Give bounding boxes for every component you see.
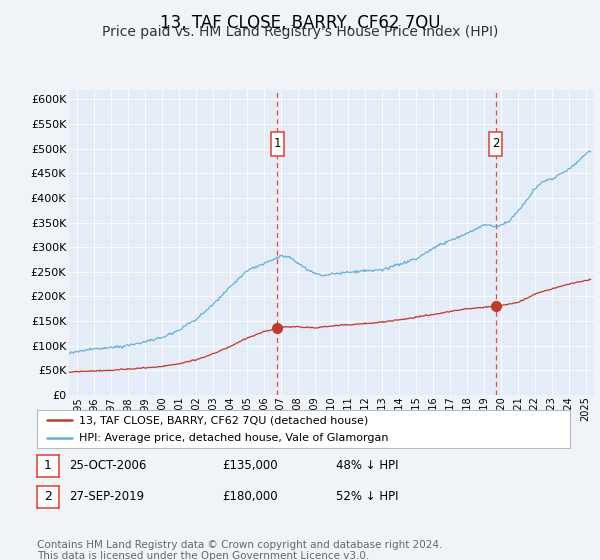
Text: 52% ↓ HPI: 52% ↓ HPI — [336, 490, 398, 503]
Text: 2: 2 — [44, 490, 52, 503]
Text: 25-OCT-2006: 25-OCT-2006 — [69, 459, 146, 473]
Text: 48% ↓ HPI: 48% ↓ HPI — [336, 459, 398, 473]
Text: 13, TAF CLOSE, BARRY, CF62 7QU: 13, TAF CLOSE, BARRY, CF62 7QU — [160, 14, 440, 32]
Text: £180,000: £180,000 — [222, 490, 278, 503]
Text: £135,000: £135,000 — [222, 459, 278, 473]
Text: Price paid vs. HM Land Registry's House Price Index (HPI): Price paid vs. HM Land Registry's House … — [102, 25, 498, 39]
FancyBboxPatch shape — [271, 132, 284, 156]
Text: 27-SEP-2019: 27-SEP-2019 — [69, 490, 144, 503]
FancyBboxPatch shape — [490, 132, 502, 156]
Text: 1: 1 — [274, 137, 281, 150]
Text: 13, TAF CLOSE, BARRY, CF62 7QU (detached house): 13, TAF CLOSE, BARRY, CF62 7QU (detached… — [79, 415, 368, 425]
Text: 1: 1 — [44, 459, 52, 473]
Text: HPI: Average price, detached house, Vale of Glamorgan: HPI: Average price, detached house, Vale… — [79, 433, 388, 443]
Text: Contains HM Land Registry data © Crown copyright and database right 2024.
This d: Contains HM Land Registry data © Crown c… — [37, 540, 443, 560]
Text: 2: 2 — [492, 137, 500, 150]
